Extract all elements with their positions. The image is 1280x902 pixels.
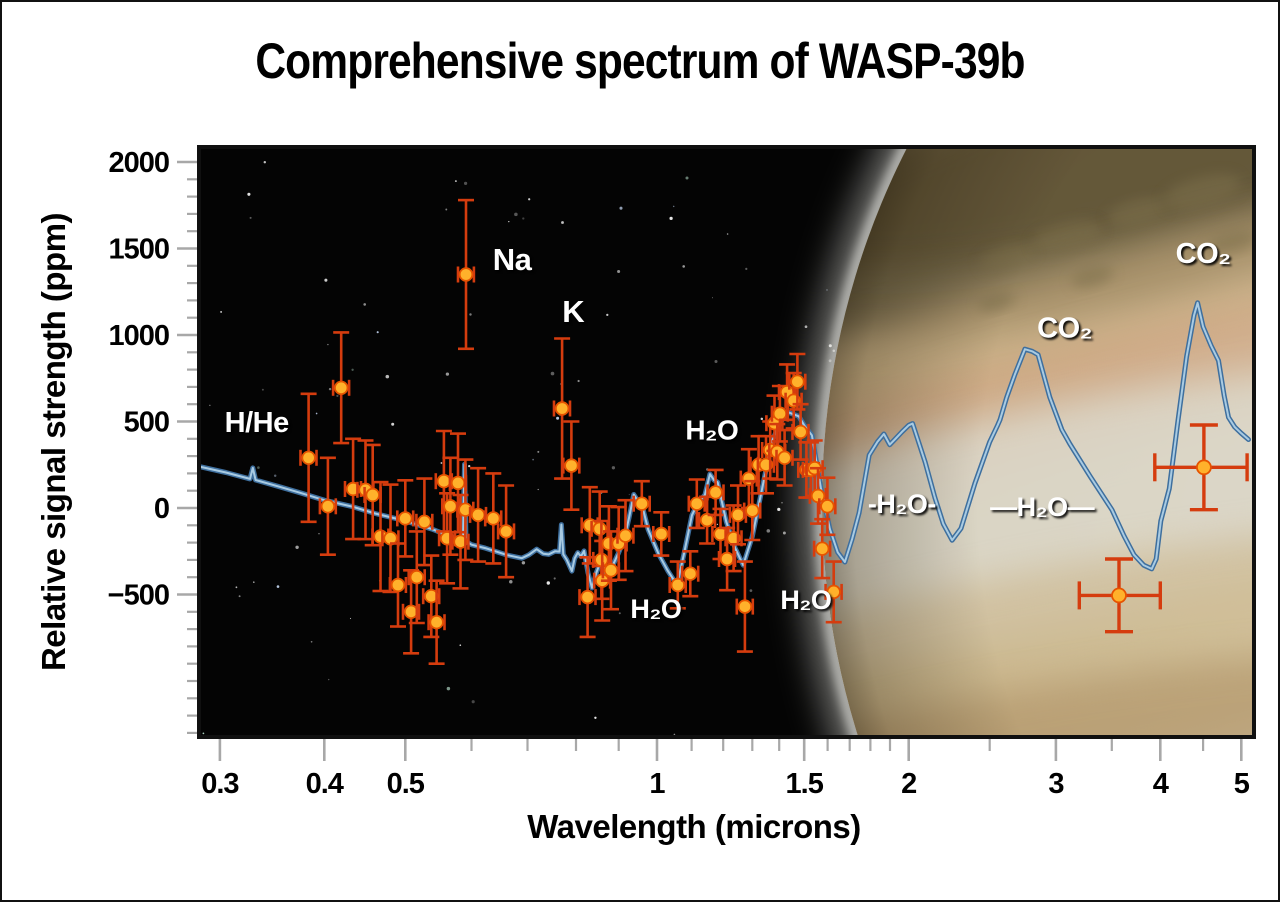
data-point	[680, 549, 700, 598]
molecule-label: -H₂O-	[868, 489, 936, 519]
y-tick-label: −500	[108, 580, 169, 612]
data-point	[817, 476, 837, 537]
data-point	[427, 579, 446, 666]
data-point	[318, 456, 338, 557]
molecule-label: CO₂	[1176, 238, 1231, 270]
molecule-label: CO₂	[1037, 313, 1092, 345]
data-point	[578, 555, 597, 639]
x-axis-title: Wavelength (microns)	[527, 808, 861, 845]
data-point	[401, 568, 421, 655]
molecule-label: H₂O	[685, 415, 738, 446]
y-tick-label: 0	[154, 493, 169, 525]
y-tick-label: 500	[124, 407, 169, 439]
data-point	[824, 560, 843, 624]
data-point	[775, 428, 794, 487]
data-point	[616, 498, 635, 573]
data-point	[407, 530, 427, 625]
data-point	[668, 560, 688, 610]
data-point	[434, 429, 454, 533]
plot-frame	[197, 145, 1256, 739]
x-tick-label: 3	[1048, 768, 1064, 800]
data-point	[561, 420, 581, 512]
x-tick-label: 4	[1153, 768, 1169, 800]
data-point	[440, 456, 460, 557]
data-point	[791, 402, 810, 461]
data-point	[552, 337, 572, 480]
annotations: H/He Na K H₂O H₂O H₂O -H₂O- —H₂O— CO₂ CO₂	[225, 238, 1231, 624]
data-point	[299, 392, 318, 524]
molecule-label: Na	[493, 242, 533, 277]
axes: 0.3 0.4 0.5 1 1.5 2 3 4 5 2000 1500 1000 500 0 −500	[108, 147, 1251, 800]
molecule-label: K	[562, 294, 585, 329]
data-point	[395, 478, 415, 558]
x-tick-label: 1	[649, 768, 665, 800]
x-tick-label: 5	[1234, 768, 1250, 800]
y-tick-label: 1000	[108, 320, 169, 352]
data-point	[632, 479, 652, 528]
y-tick-label: 1500	[108, 234, 169, 266]
data-point	[742, 479, 762, 542]
data-point	[496, 484, 516, 579]
x-tick-label: 2	[901, 768, 916, 800]
figure-title: Comprehensive spectrum of WASP-39b	[255, 33, 1025, 89]
data-point	[363, 443, 382, 547]
x-tick-label: 0.4	[306, 768, 344, 800]
data-point	[808, 466, 828, 525]
data-point	[735, 560, 755, 653]
data-point	[331, 331, 351, 445]
molecule-label: H₂O	[780, 585, 831, 615]
x-tick-label: 0.5	[387, 768, 425, 800]
data-point	[697, 495, 717, 545]
data-point	[1153, 423, 1249, 512]
data-point	[483, 472, 503, 565]
data-points	[299, 198, 1249, 666]
molecule-label: —H₂O—	[990, 492, 1094, 522]
data-point	[456, 198, 476, 351]
x-tick-label: 0.3	[201, 768, 239, 800]
data-point	[415, 477, 434, 567]
data-point	[651, 510, 671, 557]
data-point	[687, 478, 707, 530]
model-spectrum-line	[201, 300, 1251, 591]
y-tick-label: 2000	[108, 147, 169, 179]
x-tick-label: 1.5	[786, 768, 824, 800]
data-point	[1077, 557, 1163, 634]
molecule-label: H₂O	[630, 594, 681, 624]
molecule-label: H/He	[225, 407, 289, 439]
data-point	[787, 352, 807, 411]
